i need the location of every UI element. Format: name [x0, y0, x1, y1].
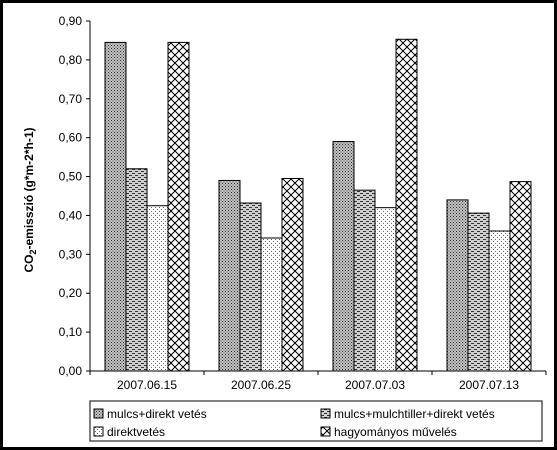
legend-label: mulcs+direkt vetés	[107, 407, 207, 421]
bar	[104, 41, 127, 372]
bar	[167, 41, 190, 372]
y-axis-label-subscript: 2	[28, 250, 38, 255]
bar	[332, 141, 355, 372]
bar	[374, 207, 397, 372]
legend-swatch	[93, 408, 104, 419]
legend: mulcs+direkt vetés mulcs+mulchtiller+dire…	[89, 400, 543, 442]
bar	[239, 202, 262, 372]
x-tick-label: 2007.07.03	[345, 378, 405, 392]
y-tick-label: 0,10	[59, 325, 83, 339]
x-tick-label: 2007.07.13	[459, 378, 519, 392]
bar	[446, 199, 469, 372]
y-axis-ticks: 0,00 0,10 0,20 0,30 0,40 0,50 0,60 0,70 0,80 0,90	[59, 14, 90, 378]
y-tick-label: 0,50	[59, 170, 83, 184]
bars	[104, 38, 532, 372]
y-tick-label: 0,80	[59, 53, 83, 67]
y-axis-label-main: CO	[22, 255, 36, 273]
bar	[395, 38, 418, 372]
y-tick-label: 0,90	[59, 14, 83, 28]
x-tick-label: 2007.06.15	[117, 378, 177, 392]
y-axis-label: CO2-emisszió (g*m-2*h-1)	[22, 127, 38, 272]
legend-swatch	[320, 426, 331, 437]
y-tick-label: 0,60	[59, 131, 83, 145]
bar	[509, 181, 532, 372]
bar	[125, 168, 148, 372]
y-axis-label-rest: -emisszió (g*m-2*h-1)	[22, 127, 36, 249]
x-tick-label: 2007.06.25	[231, 378, 291, 392]
plot-area: 0,00 0,10 0,20 0,30 0,40 0,50 0,60 0,70 0,80 0,90…	[59, 14, 547, 392]
legend-swatch	[320, 408, 331, 419]
bar	[353, 189, 376, 372]
y-tick-label: 0,40	[59, 208, 83, 222]
y-tick-label: 0,00	[59, 364, 83, 378]
y-tick-label: 0,20	[59, 286, 83, 300]
legend-label: hagyományos művelés	[334, 425, 457, 439]
legend-swatch	[93, 426, 104, 437]
legend-label: direktvetés	[107, 425, 165, 439]
x-axis-ticks: 2007.06.15 2007.06.25 2007.07.03 2007.07.13	[89, 371, 547, 392]
legend-label: mulcs+mulchtiller+direkt vetés	[334, 407, 495, 421]
bar	[281, 178, 304, 372]
bar	[467, 212, 490, 372]
y-tick-label: 0,30	[59, 247, 83, 261]
bar	[218, 179, 241, 372]
bar	[146, 205, 169, 372]
chart-frame: 0,00 0,10 0,20 0,30 0,40 0,50 0,60 0,70 0,80 0,90…	[3, 3, 554, 447]
bar	[488, 230, 511, 372]
y-tick-label: 0,70	[59, 92, 83, 106]
co2-emission-bar-chart: 0,00 0,10 0,20 0,30 0,40 0,50 0,60 0,70 0,80 0,90…	[22, 14, 547, 442]
legend-box	[89, 400, 543, 442]
bar	[260, 237, 283, 372]
